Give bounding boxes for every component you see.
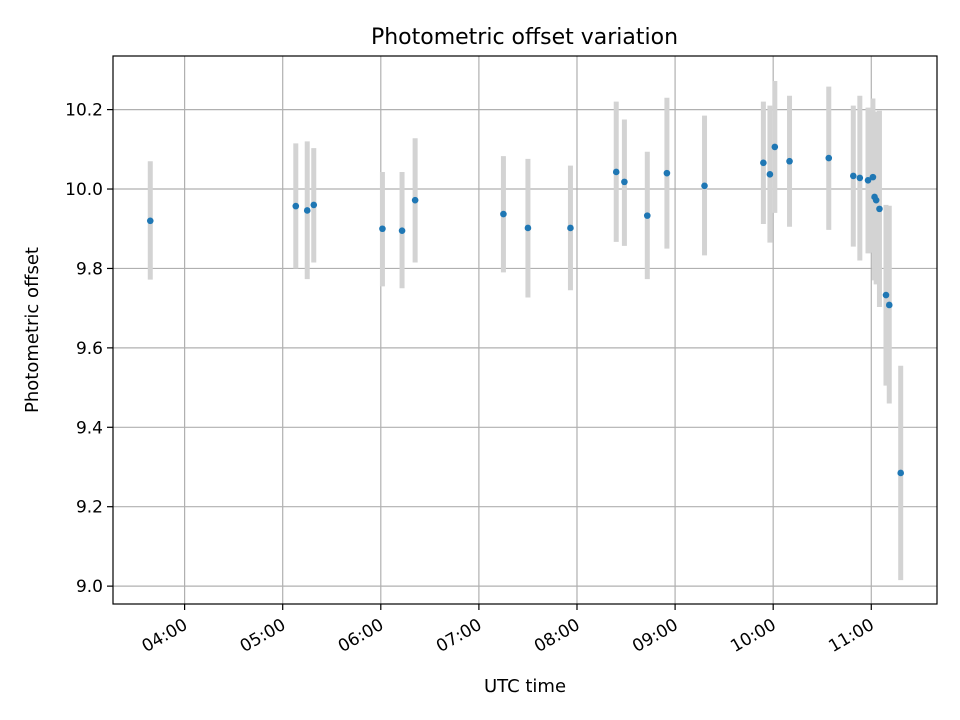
y-axis-label: Photometric offset bbox=[22, 247, 43, 413]
data-point bbox=[771, 143, 779, 151]
data-point bbox=[872, 196, 880, 204]
data-point bbox=[825, 154, 833, 162]
grid-layer bbox=[113, 56, 937, 604]
data-point bbox=[500, 210, 507, 218]
y-tick-label: 9.2 bbox=[76, 498, 103, 518]
data-point bbox=[885, 301, 893, 309]
y-tick-label: 10.2 bbox=[65, 101, 103, 121]
x-tick-label: 10:00 bbox=[727, 615, 779, 657]
y-tick-label: 9.4 bbox=[76, 418, 103, 438]
data-point bbox=[856, 174, 864, 182]
data-point bbox=[612, 168, 620, 176]
errorbar-layer bbox=[147, 81, 904, 581]
data-point bbox=[398, 227, 406, 235]
x-tick-label: 08:00 bbox=[531, 615, 583, 657]
x-tick-label: 11:00 bbox=[825, 615, 877, 657]
x-tick-label: 09:00 bbox=[629, 615, 681, 657]
data-point bbox=[621, 178, 628, 186]
marker-layer bbox=[146, 143, 905, 477]
data-point bbox=[146, 217, 154, 225]
data-point bbox=[849, 172, 857, 180]
x-tick-label: 06:00 bbox=[335, 615, 387, 657]
data-point bbox=[876, 205, 883, 213]
data-point bbox=[379, 225, 386, 233]
chart-title: Photometric offset variation bbox=[371, 25, 678, 50]
data-point bbox=[303, 207, 311, 214]
data-point bbox=[663, 169, 671, 177]
y-tick-label: 9.8 bbox=[76, 259, 103, 279]
data-point bbox=[786, 157, 793, 165]
data-point bbox=[897, 469, 905, 477]
y-tick-label: 10.0 bbox=[65, 180, 103, 200]
data-point bbox=[524, 224, 532, 232]
data-point bbox=[643, 212, 651, 219]
y-tick-label: 9.6 bbox=[76, 339, 103, 359]
data-point bbox=[310, 201, 318, 209]
data-point bbox=[292, 202, 300, 210]
data-point bbox=[567, 224, 574, 232]
x-tick-label: 07:00 bbox=[433, 615, 485, 657]
data-point bbox=[760, 159, 767, 167]
data-point bbox=[766, 171, 774, 178]
data-point bbox=[864, 176, 872, 184]
data-point bbox=[411, 196, 419, 204]
y-tick-label: 9.0 bbox=[76, 577, 103, 597]
x-axis-label: UTC time bbox=[484, 676, 566, 697]
plot-frame bbox=[112, 55, 938, 605]
x-tick-label: 04:00 bbox=[139, 615, 191, 657]
x-tick-label: 05:00 bbox=[237, 615, 289, 657]
tick-layer: 04:00 05:00 06:00 07:00 08:00 09:00 10:00 11:00… bbox=[65, 101, 878, 657]
data-point bbox=[882, 291, 890, 299]
data-point bbox=[869, 173, 877, 181]
data-point bbox=[701, 182, 708, 190]
